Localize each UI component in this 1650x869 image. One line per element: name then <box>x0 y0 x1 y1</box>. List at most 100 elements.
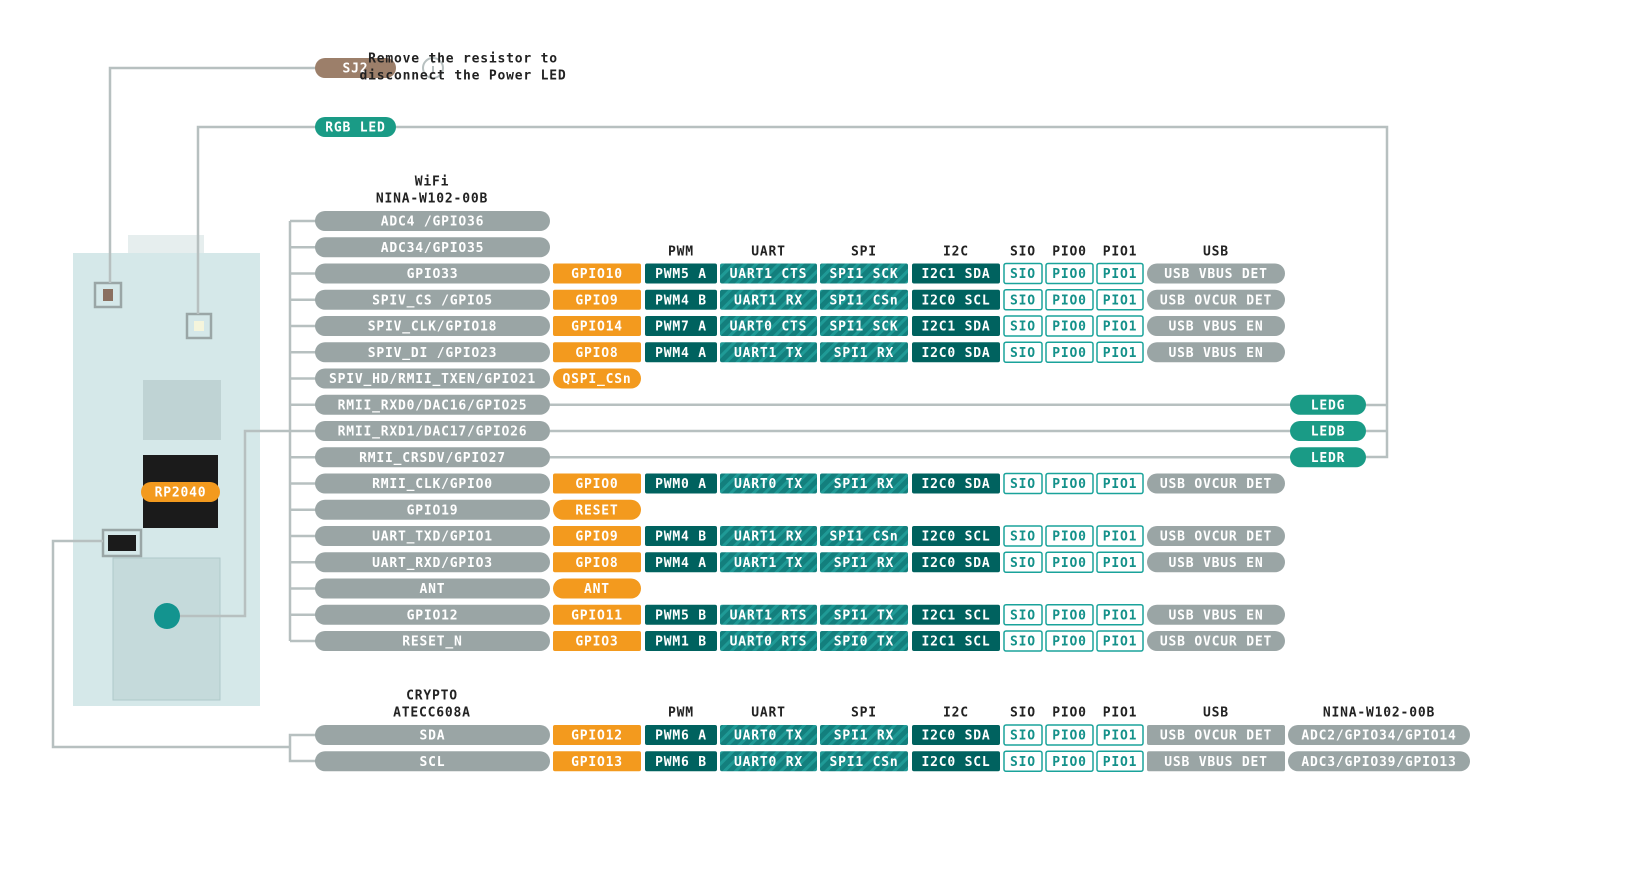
pin-cell: PIO1 <box>1103 267 1138 282</box>
pin-cell: UART1 RTS <box>730 608 808 623</box>
pin-cell: PIO0 <box>1052 729 1087 744</box>
pin-cell-bg <box>1045 341 1094 363</box>
pin-cell-bg <box>1147 473 1285 494</box>
pin-cell-bg <box>315 237 550 258</box>
pin-cell: SPI1 TX <box>834 608 894 623</box>
pin-cell-bg <box>553 526 641 546</box>
column-header: PIO1 <box>1103 245 1138 260</box>
pin-cell: GPIO8 <box>575 556 618 571</box>
pin-cell: I2C1 SCL <box>921 608 990 623</box>
pin-cell-bg <box>1147 751 1285 772</box>
pin-cell-bg <box>1147 725 1285 745</box>
pin-cell: SPI1 RX <box>834 477 894 492</box>
pin-cell: UART1 RX <box>734 293 803 308</box>
column-header: PIO0 <box>1052 245 1087 260</box>
pin-cell: GPIO10 <box>571 267 623 282</box>
pin-cell: PIO0 <box>1052 635 1087 650</box>
table-title: WiFi <box>415 175 450 190</box>
pin-cell: SPI1 SCK <box>829 320 898 335</box>
pin-cell: GPIO12 <box>407 608 459 623</box>
pin-cell-bg <box>553 473 641 494</box>
pin-cell-bg <box>820 316 908 336</box>
pin-cell: PWM5 B <box>655 608 707 623</box>
pin-cell-bg <box>720 552 817 573</box>
pin-cell-bg <box>645 604 717 625</box>
pin-cell: SPI0 TX <box>834 635 894 650</box>
pin-cell: PWM0 A <box>655 477 707 492</box>
pin-cell-bg <box>645 263 717 284</box>
pin-cell-bg <box>720 316 817 336</box>
column-header: I2C <box>943 245 969 260</box>
pin-cell-bg <box>645 342 717 363</box>
pin-cell-bg <box>315 751 550 772</box>
pin-cell: UART_RXD/GPIO3 <box>372 556 493 571</box>
pin-cell-bg <box>1096 750 1144 772</box>
pin-cell: SPI1 SCK <box>829 267 898 282</box>
pin-cell-bg <box>1045 262 1094 285</box>
pin-cell-bg <box>912 473 1000 494</box>
pin-cell-bg <box>1096 604 1144 626</box>
pin-cell-bg <box>315 394 550 415</box>
column-header: PIO0 <box>1052 706 1087 721</box>
pin-cell-bg <box>1003 724 1043 746</box>
pin-cell-bg <box>553 631 641 651</box>
pin-cell: PIO0 <box>1052 477 1087 492</box>
pin-cell: SIO <box>1010 293 1036 308</box>
led-label-bg <box>1290 421 1366 441</box>
pin-cell: PIO1 <box>1103 729 1138 744</box>
pin-cell-bg <box>912 289 1000 310</box>
pin-cell: GPIO11 <box>571 608 623 623</box>
led-label: LEDG <box>1311 398 1346 413</box>
pin-cell-bg <box>1096 289 1144 311</box>
pin-cell-bg <box>315 211 550 231</box>
pin-cell-bg <box>912 263 1000 284</box>
pin-cell-bg <box>820 751 908 772</box>
column-header: PWM <box>668 706 694 721</box>
pin-cell: ADC2/GPIO34/GPIO14 <box>1301 729 1456 744</box>
pin-cell-bg <box>912 631 1000 651</box>
pin-cell-bg <box>553 552 641 573</box>
pin-cell-bg <box>553 604 641 625</box>
pin-cell-bg <box>720 604 817 625</box>
pin-cell: I2C0 SCL <box>921 755 990 770</box>
pin-cell-bg <box>1003 551 1043 573</box>
table-title: NINA-W102-00B <box>376 192 488 207</box>
pin-cell-bg <box>645 526 717 546</box>
pin-cell: SPI1 RX <box>834 729 894 744</box>
pin-cell-bg <box>1288 751 1470 772</box>
pin-cell: USB OVCUR DET <box>1160 729 1272 744</box>
pin-cell: SIO <box>1010 608 1036 623</box>
pin-cell-bg <box>1003 604 1043 626</box>
pin-cell-bg <box>553 499 641 520</box>
pin-cell: USB VBUS EN <box>1169 346 1264 361</box>
pin-cell-bg <box>912 342 1000 363</box>
pin-cell: PIO1 <box>1103 346 1138 361</box>
pin-cell: PIO1 <box>1103 635 1138 650</box>
pin-cell-bg <box>315 578 550 599</box>
pin-cell: PWM5 A <box>655 267 707 282</box>
pin-cell: UART0 RTS <box>730 635 808 650</box>
pin-cell: RMII_RXD1/DAC17/GPIO26 <box>338 425 528 440</box>
column-header: SIO <box>1010 245 1036 260</box>
pin-cell: USB VBUS DET <box>1164 755 1268 770</box>
pin-cell: I2C0 SCL <box>921 530 990 545</box>
pin-cell: PWM4 A <box>655 556 707 571</box>
pin-cell-bg <box>912 552 1000 573</box>
pin-cell: I2C0 SDA <box>921 556 990 571</box>
column-header: UART <box>751 706 786 721</box>
pin-cell: RMII_CRSDV/GPIO27 <box>359 451 506 466</box>
rgb-led-label: RGB LED <box>325 121 385 136</box>
pin-cell: SDA <box>420 729 446 744</box>
pin-cell-bg <box>1003 630 1043 652</box>
pin-cell: SPI1 RX <box>834 346 894 361</box>
pin-cell: GPIO13 <box>571 755 623 770</box>
pin-cell-bg <box>1096 315 1144 337</box>
pin-cell-bg <box>1096 551 1144 573</box>
pin-cell: PWM7 A <box>655 320 707 335</box>
pin-cell: I2C1 SDA <box>921 320 990 335</box>
pin-cell-bg <box>1096 630 1144 652</box>
pin-cell-bg <box>1003 472 1043 495</box>
pin-cell: RMII_CLK/GPIO0 <box>372 477 493 492</box>
pin-cell: USB OVCUR DET <box>1160 635 1272 650</box>
